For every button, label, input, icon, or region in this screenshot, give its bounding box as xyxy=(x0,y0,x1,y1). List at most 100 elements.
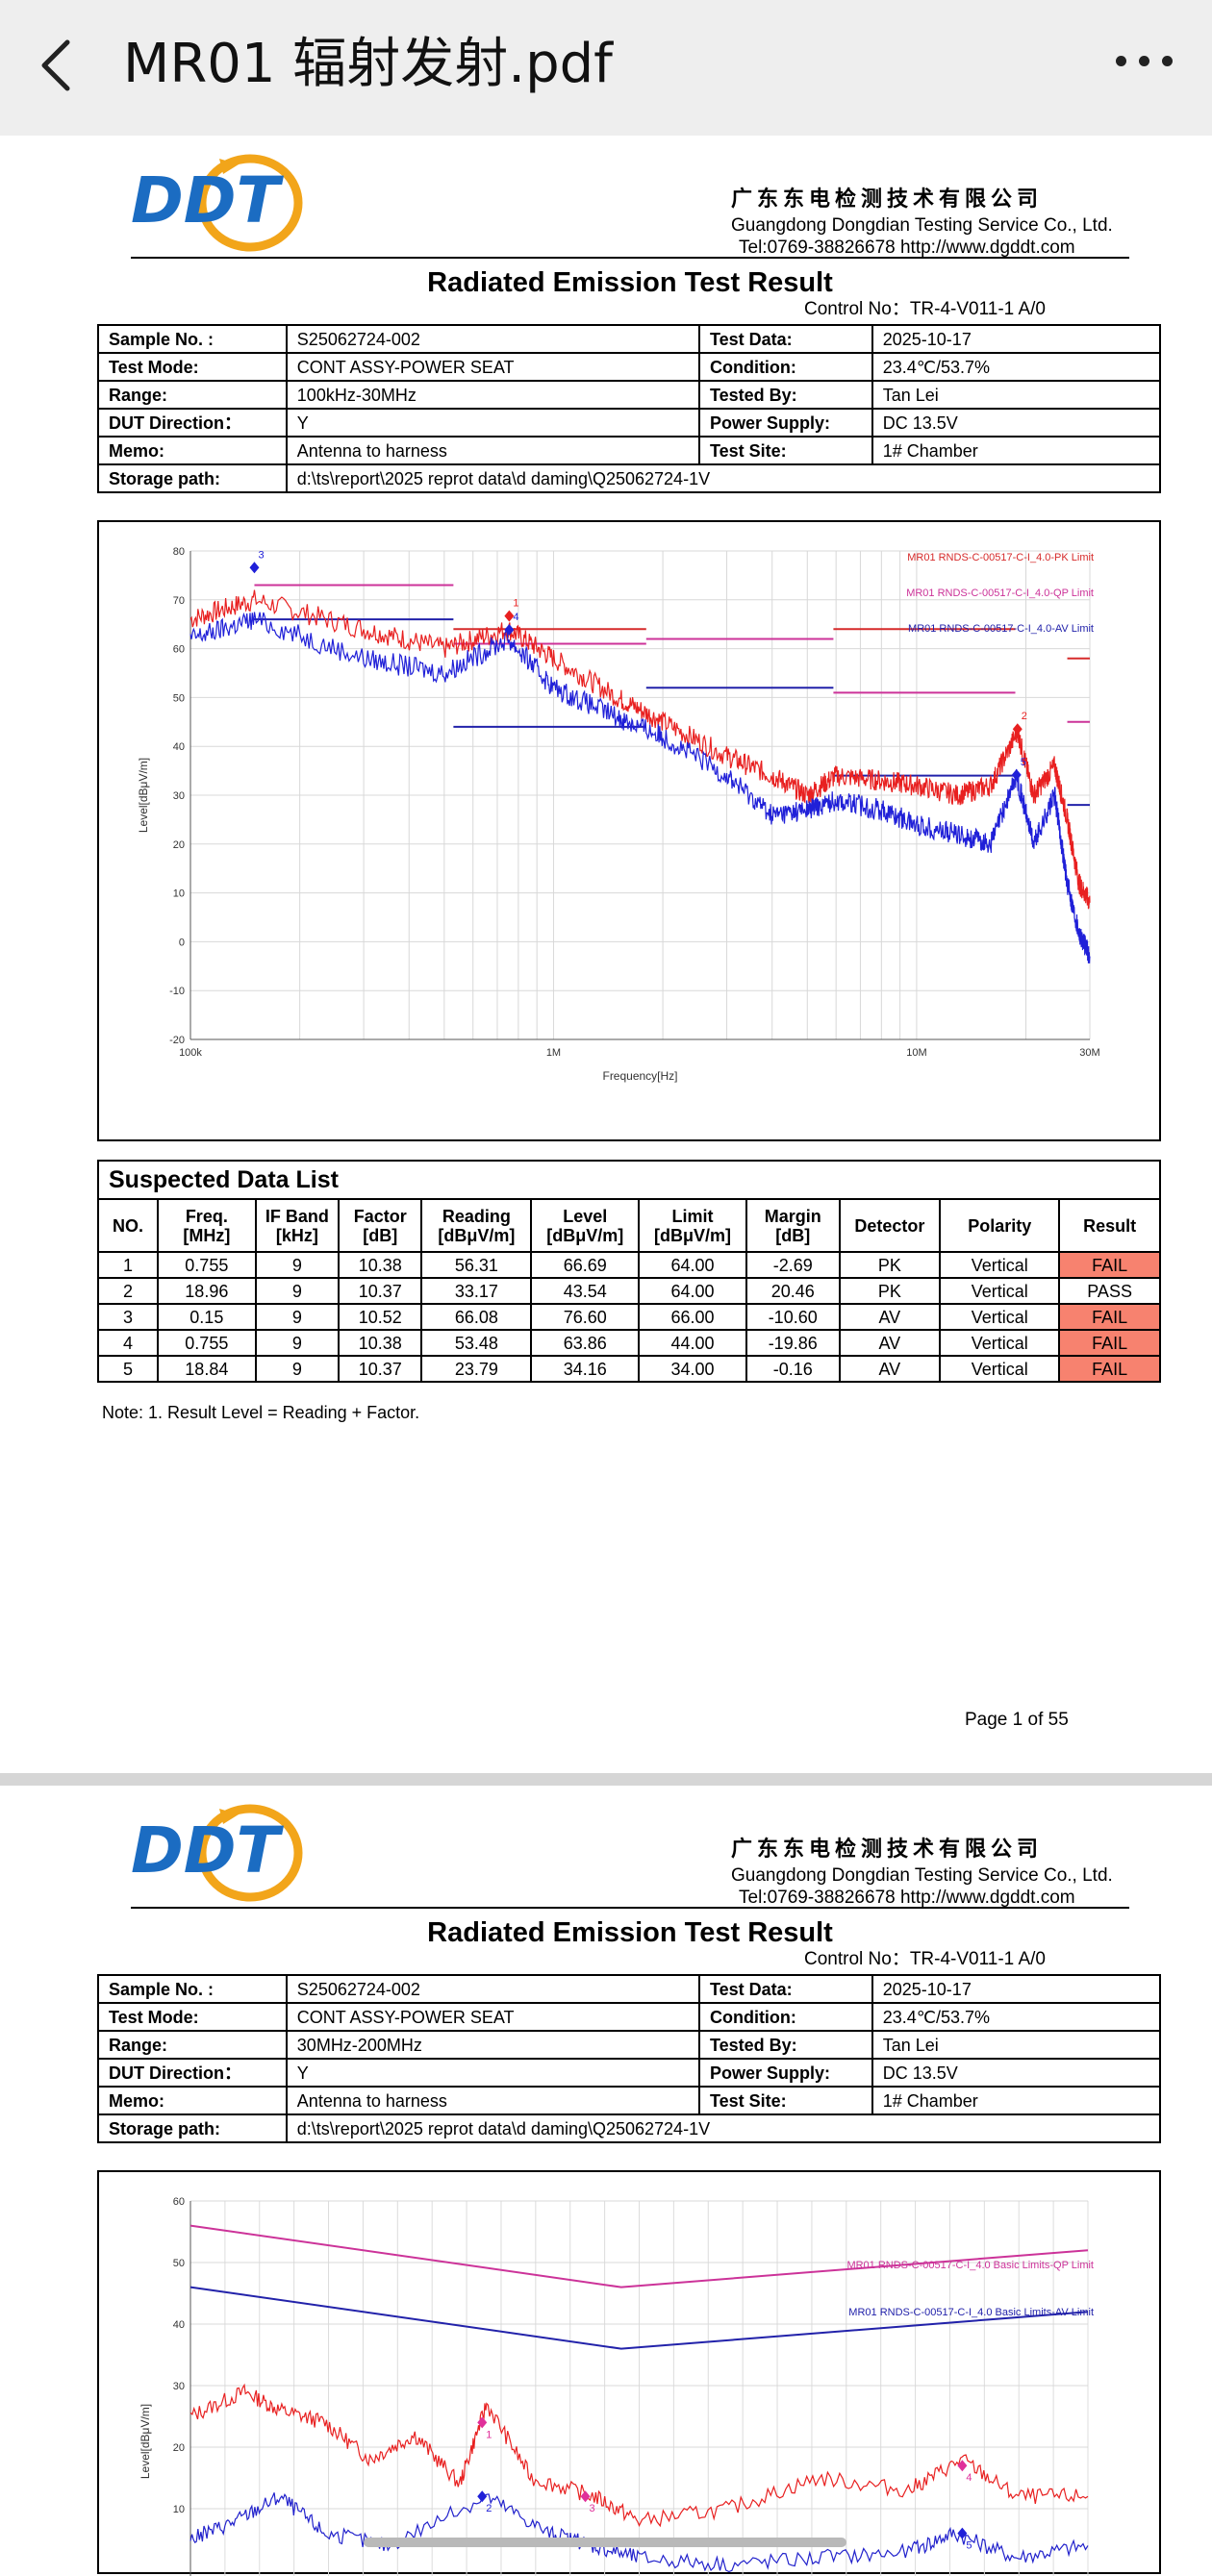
y-tick-label: -20 xyxy=(169,1035,185,1046)
company-name-cn: 广东东电检测技术有限公司 xyxy=(731,188,1044,212)
table-cell: 5 xyxy=(97,1355,159,1383)
label: Sample No. : xyxy=(97,1974,288,2004)
table-cell: 9 xyxy=(254,1355,341,1383)
control-number: Control No：TR-4-V011-1 A/0 xyxy=(804,1949,1046,1969)
table-cell: 4 xyxy=(97,1329,159,1357)
trace-qp xyxy=(189,2383,1089,2528)
y-tick-label: 50 xyxy=(173,2258,185,2269)
table-row: 4 0.755 9 10.38 53.48 63.86 44.00 -19.86 AV Verti… xyxy=(97,1329,1161,1357)
value: 2025-10-17 xyxy=(871,324,1162,354)
header-divider xyxy=(131,1907,1129,1909)
label: Storage path: xyxy=(97,2113,288,2143)
table-cell: 10.52 xyxy=(338,1303,423,1331)
table-cell: 34.16 xyxy=(530,1355,641,1383)
column-header: Level [dBμV/m] xyxy=(530,1198,641,1253)
table-cell: 1 xyxy=(97,1251,159,1279)
marker-label: 5 xyxy=(966,2540,972,2552)
value: S25062724-002 xyxy=(285,324,700,354)
emission-chart-2: 10 20 30 40 50 60 Level[dBμV/m] 1 2 3 4 5 MR01 RNDS-… xyxy=(97,2170,1161,2576)
table-cell: 10.38 xyxy=(338,1251,423,1279)
result-cell: FAIL xyxy=(1058,1329,1161,1357)
label: Tested By: xyxy=(697,380,873,410)
value: CONT ASSY-POWER SEAT xyxy=(285,352,700,382)
table-cell: 43.54 xyxy=(530,1277,641,1305)
emission-chart-1: -20 -10 0 10 20 30 40 50 60 70 80 100k 1M 10M 30M Frequ… xyxy=(97,520,1161,1141)
value: CONT ASSY-POWER SEAT xyxy=(285,2002,700,2032)
table-cell: -10.60 xyxy=(745,1303,841,1331)
table-cell: 34.00 xyxy=(638,1355,747,1383)
company-name-en: Guangdong Dongdian Testing Service Co., … xyxy=(731,1865,1113,1886)
x-axis-label: Frequency[Hz] xyxy=(602,1069,677,1083)
value: Y xyxy=(285,2058,700,2088)
column-header: Factor [dB] xyxy=(338,1198,423,1253)
svg-text:DDT: DDT xyxy=(131,163,285,238)
page-number: Page 1 of 55 xyxy=(965,1710,1069,1730)
legend-entry: MR01 RNDS-C-00517-C-I_4.0-AV Limit xyxy=(908,623,1094,635)
column-header: Polarity xyxy=(939,1198,1061,1253)
table-cell: Vertical xyxy=(939,1277,1061,1305)
back-arrow-icon[interactable] xyxy=(37,38,75,92)
marker-label: 3 xyxy=(590,2503,595,2514)
document-title: MR01 辐射发射.pdf xyxy=(123,33,613,95)
table-cell: AV xyxy=(838,1303,942,1331)
y-tick-label: 50 xyxy=(173,692,185,704)
marker xyxy=(249,562,260,574)
legend-entry: MR01 RNDS-C-00517-C-I_4.0 Basic Limits-Q… xyxy=(846,2260,1094,2271)
column-header: NO. xyxy=(97,1198,159,1253)
table-cell: 10.37 xyxy=(338,1277,423,1305)
company-logo: DDT xyxy=(131,1804,303,1902)
table-cell: Vertical xyxy=(939,1329,1061,1357)
scroll-indicator[interactable] xyxy=(364,2538,846,2547)
result-cell: FAIL xyxy=(1058,1251,1161,1279)
result-cell: PASS xyxy=(1058,1277,1161,1305)
label: Storage path: xyxy=(97,463,288,493)
value: Antenna to harness xyxy=(285,436,700,465)
control-number: Control No：TR-4-V011-1 A/0 xyxy=(804,299,1046,319)
table-row: 3 0.15 9 10.52 66.08 76.60 66.00 -10.60 AV Vertic… xyxy=(97,1303,1161,1331)
value: Y xyxy=(285,408,700,438)
table-cell: 3 xyxy=(97,1303,159,1331)
y-tick-label: 70 xyxy=(173,595,185,607)
table-cell: 10.37 xyxy=(338,1355,423,1383)
limit-line xyxy=(189,2224,1089,2288)
legend-entry: MR01 RNDS-C-00517-C-I_4.0-QP Limit xyxy=(906,588,1094,599)
marker xyxy=(957,2460,968,2472)
page-separator xyxy=(0,1773,1212,1786)
table-cell: 9 xyxy=(254,1303,341,1331)
suspected-data-table: Suspected Data List NO. Freq. [MHz] IF Band… xyxy=(97,1160,1161,1383)
value: Antenna to harness xyxy=(285,2086,700,2115)
table-cell: Vertical xyxy=(939,1303,1061,1331)
legend-entry: MR01 RNDS-C-00517-C-I_4.0 Basic Limits-A… xyxy=(848,2307,1094,2318)
company-header: 广东东电检测技术有限公司 Guangdong Dongdian Testing … xyxy=(731,1836,1135,1909)
label: Test Site: xyxy=(697,2086,873,2115)
column-header: Reading [dBμV/m] xyxy=(420,1198,533,1253)
label: Sample No. : xyxy=(97,324,288,354)
table-cell: 0.755 xyxy=(157,1329,257,1357)
marker xyxy=(1011,768,1022,781)
column-header: Limit [dBμV/m] xyxy=(638,1198,747,1253)
table-cell: 0.755 xyxy=(157,1251,257,1279)
y-tick-label: 40 xyxy=(173,741,185,753)
y-tick-label: 10 xyxy=(173,2504,185,2515)
label: Condition: xyxy=(697,2002,873,2032)
value: d:\ts\report\2025 reprot data\d daming\Q… xyxy=(285,463,1162,493)
value: 1# Chamber xyxy=(871,436,1162,465)
company-header: 广东东电检测技术有限公司 Guangdong Dongdian Testing … xyxy=(731,186,1135,259)
value: DC 13.5V xyxy=(871,2058,1162,2088)
label: Test Data: xyxy=(697,1974,873,2004)
svg-text:DDT: DDT xyxy=(131,1813,285,1888)
x-tick-label: 1M xyxy=(546,1047,561,1059)
y-tick-label: 0 xyxy=(179,937,185,948)
pdf-page-1: DDT 广东东电检测技术有限公司 Guangdong Dongdian Test… xyxy=(0,136,1212,1773)
marker-label: 1 xyxy=(486,2429,492,2440)
more-options-icon[interactable] xyxy=(1116,56,1174,69)
marker-label: 2 xyxy=(1022,711,1027,722)
marker-label: 4 xyxy=(513,612,518,623)
table-cell: 63.86 xyxy=(530,1329,641,1357)
marker xyxy=(477,2416,488,2429)
trace-av xyxy=(189,612,1091,963)
footnote: Note: 1. Result Level = Reading + Factor… xyxy=(102,1403,420,1422)
table-cell: 9 xyxy=(254,1329,341,1357)
table-cell: 2 xyxy=(97,1277,159,1305)
label: Test Site: xyxy=(697,436,873,465)
